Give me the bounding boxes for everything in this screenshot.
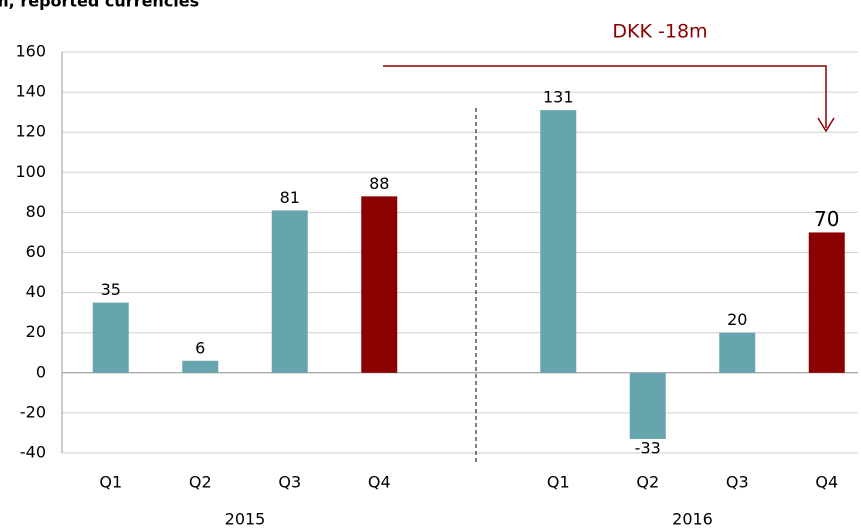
- y-tick-label: 80: [26, 202, 46, 221]
- y-tick-label: 140: [15, 82, 46, 101]
- data-label: 88: [369, 174, 389, 193]
- bar: [92, 302, 129, 373]
- y-tick-label: 0: [36, 362, 46, 381]
- bar: [629, 372, 666, 439]
- data-label: 20: [727, 310, 747, 329]
- group-label: 2015: [225, 510, 266, 529]
- y-tick-label: 160: [15, 42, 46, 61]
- y-tick-label: 120: [15, 122, 46, 141]
- x-tick-label: Q1: [99, 473, 122, 492]
- y-tick-label: -40: [20, 443, 46, 462]
- x-tick-label: Q4: [815, 473, 838, 492]
- x-tick-label: Q2: [189, 473, 212, 492]
- x-tick-label: Q3: [726, 473, 749, 492]
- data-label: 70: [814, 207, 839, 231]
- arrow-head: [817, 117, 835, 133]
- data-label: 35: [101, 280, 121, 299]
- y-tick-label: 40: [26, 282, 46, 301]
- chart-title: m, reported currencies: [0, 0, 199, 11]
- bar: [361, 196, 398, 373]
- bar: [808, 232, 845, 373]
- x-tick-label: Q3: [278, 473, 301, 492]
- annotation: DKK -18m: [612, 21, 707, 43]
- y-tick-label: -20: [20, 402, 46, 421]
- x-tick-label: Q1: [547, 473, 570, 492]
- bar: [182, 360, 219, 373]
- y-tick-label: 20: [26, 322, 46, 341]
- data-label: -33: [635, 438, 661, 457]
- y-tick-label: 60: [26, 242, 46, 261]
- arrow: [383, 65, 827, 128]
- bar: [719, 332, 756, 373]
- bar: [540, 110, 577, 373]
- data-label: 81: [280, 188, 300, 207]
- data-label: 131: [543, 88, 574, 107]
- bar: [271, 210, 308, 373]
- x-tick-label: Q2: [636, 473, 659, 492]
- x-tick-label: Q4: [368, 473, 391, 492]
- y-tick-label: 100: [15, 162, 46, 181]
- data-label: 6: [195, 338, 205, 357]
- group-label: 2016: [672, 510, 713, 529]
